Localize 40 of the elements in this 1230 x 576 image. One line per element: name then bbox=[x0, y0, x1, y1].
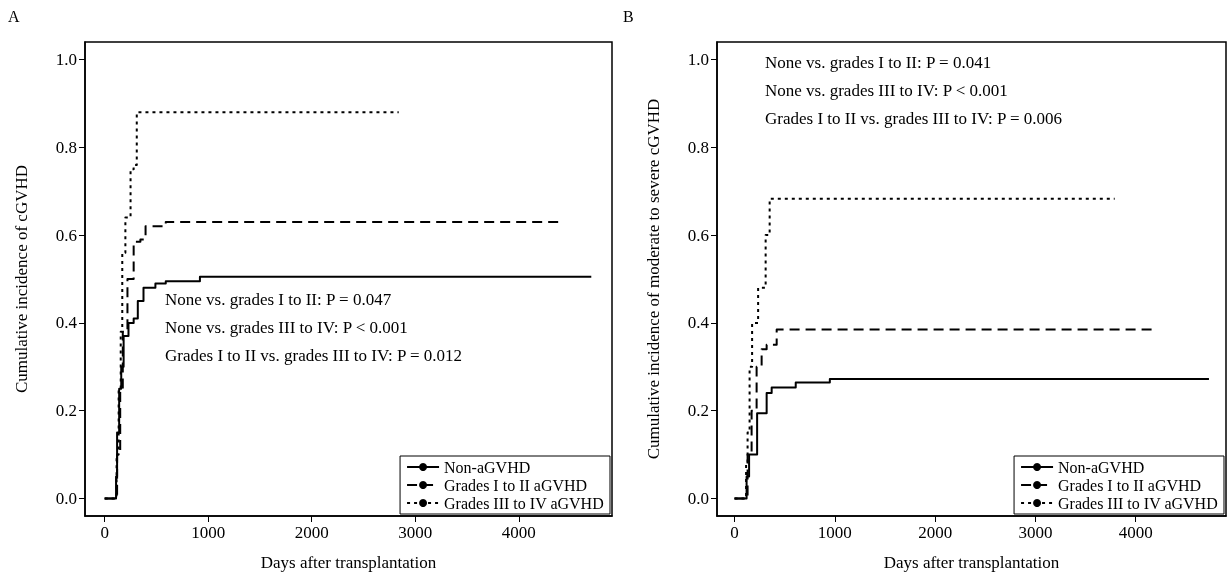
y-tick-label: 0.2 bbox=[687, 401, 709, 421]
x-tick-label: 0 bbox=[730, 523, 739, 542]
y-tick-label: 0.6 bbox=[55, 225, 77, 245]
x-tick-label: 4000 bbox=[501, 523, 536, 542]
x-axis-title: Days after transplantation bbox=[260, 553, 437, 572]
annotation: Grades I to II vs. grades III to IV: P = 0.006 bbox=[765, 108, 1063, 128]
y-axis-title: Cumulative incidence of moderate to severe cGVHD bbox=[644, 98, 663, 460]
x-axis-title: Days after transplantation bbox=[883, 553, 1060, 572]
x-tick-label: 2000 bbox=[294, 523, 329, 542]
legend-label: Grades I to II aGVHD bbox=[444, 476, 588, 494]
y-tick-label: 1.0 bbox=[687, 50, 709, 70]
x-tick-label: 3000 bbox=[398, 523, 433, 542]
chart-title: B bbox=[623, 7, 634, 25]
legend-label: Non-aGVHD bbox=[1058, 458, 1145, 476]
legend-label: Grades III to IV aGVHD bbox=[1058, 494, 1218, 512]
y-tick-label: 0.4 bbox=[55, 313, 78, 333]
y-tick-label: 0.8 bbox=[55, 137, 77, 157]
x-tick-label: 3000 bbox=[1018, 523, 1053, 542]
x-tick-label: 2000 bbox=[918, 523, 953, 542]
annotation: None vs. grades III to IV: P < 0.001 bbox=[765, 80, 1008, 100]
x-tick-label: 1000 bbox=[817, 523, 852, 542]
y-tick-label: 0.4 bbox=[687, 313, 710, 333]
y-tick-label: 0.2 bbox=[55, 401, 77, 421]
y-tick-label: 0.8 bbox=[687, 137, 709, 157]
chart-title: A bbox=[8, 7, 20, 25]
annotation: Grades I to II vs. grades III to IV: P = 0.012 bbox=[165, 345, 463, 365]
annotation: None vs. grades III to IV: P < 0.001 bbox=[165, 317, 408, 337]
y-axis-title: Cumulative incidence of cGVHD bbox=[12, 164, 31, 394]
x-tick-label: 0 bbox=[100, 523, 109, 542]
legend-label: Non-aGVHD bbox=[444, 458, 531, 476]
y-tick-label: 0.6 bbox=[687, 225, 709, 245]
y-tick-label: 0.0 bbox=[55, 488, 77, 508]
y-tick-label: 0.0 bbox=[687, 488, 709, 508]
annotation: None vs. grades I to II: P = 0.041 bbox=[765, 52, 992, 72]
x-tick-label: 4000 bbox=[1118, 523, 1153, 542]
annotation: None vs. grades I to II: P = 0.047 bbox=[165, 289, 392, 309]
y-tick-label: 1.0 bbox=[55, 50, 77, 70]
legend-label: Grades I to II aGVHD bbox=[1058, 476, 1202, 494]
x-tick-label: 1000 bbox=[191, 523, 226, 542]
legend-label: Grades III to IV aGVHD bbox=[444, 494, 604, 512]
